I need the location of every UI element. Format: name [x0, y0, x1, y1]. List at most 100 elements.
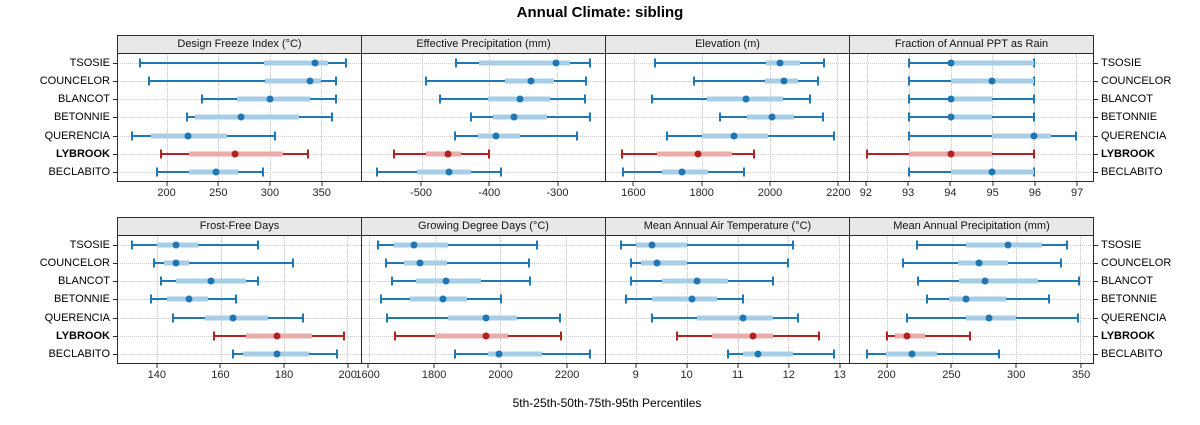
- percentile-row-tsosie: [113, 236, 361, 254]
- row-label-councelor: COUNCELOR: [1101, 75, 1172, 88]
- row-label-lybrook: LYBROOK: [56, 147, 110, 160]
- whisker-end-cap: [653, 58, 656, 68]
- whisker-end-cap: [753, 149, 756, 159]
- axis-tick-label: 350: [312, 187, 331, 199]
- percentile-row-councelor: [606, 254, 849, 272]
- median-dot: [962, 295, 970, 303]
- row-label-beclabito: BECLABITO: [1101, 165, 1163, 178]
- whisker-5th-95th: [654, 62, 824, 65]
- band-25th-75th: [742, 351, 794, 357]
- median-dot: [730, 132, 738, 140]
- band-25th-75th: [641, 260, 687, 266]
- percentile-row-councelor: [362, 254, 605, 272]
- axis-tick-label: 96: [1028, 187, 1041, 199]
- row-labels-right-bottom: TSOSIE COUNCELOR BLANCOT BETONNIE QUERENCIA L…: [1094, 217, 1197, 363]
- band-25th-75th: [492, 114, 547, 120]
- percentile-row-tsosie: [362, 236, 605, 254]
- band-25th-75th: [416, 169, 471, 175]
- whisker-end-cap: [817, 76, 820, 86]
- whisker-end-cap: [1077, 276, 1080, 286]
- whisker-end-cap: [425, 76, 428, 86]
- whisker-end-cap: [257, 240, 260, 250]
- x-axis-effective-precipitation-mm: -500 -400 -300: [361, 182, 606, 207]
- row-axis-tick: [113, 135, 117, 137]
- whisker-end-cap: [384, 258, 387, 268]
- row-axis-tick: [113, 299, 117, 301]
- axis-tick-mark: [156, 364, 158, 368]
- band-25th-75th: [959, 278, 1038, 284]
- axis-tick-label: 300: [260, 187, 280, 199]
- panel-effective-precipitation-mm: Effective Precipitation (mm) -500 -400 -300: [361, 35, 606, 207]
- whisker-end-cap: [1033, 167, 1036, 177]
- percentile-row-querencia: [850, 127, 1098, 145]
- panels-top: Design Freeze Index (°C) 200 250 300 350 Effe…: [113, 35, 1098, 207]
- whisker-end-cap: [201, 94, 204, 104]
- percentile-row-blancot: [362, 90, 605, 108]
- median-dot: [653, 259, 661, 267]
- percentile-row-beclabito: [113, 163, 361, 181]
- axis-tick-mark: [635, 364, 637, 368]
- panel-title: Design Freeze Index (°C): [117, 35, 362, 54]
- axis-tick-label: 250: [942, 369, 961, 381]
- axis-tick-label: 140: [147, 369, 166, 381]
- axis-tick-label: 200: [157, 187, 176, 199]
- panel-growing-degree-days-c: Growing Degree Days (°C) 1600 1800 2000 2200: [355, 217, 606, 389]
- whisker-end-cap: [589, 112, 592, 122]
- panel-row-top: TSOSIE COUNCELOR BLANCOT BETONNIE QUERENCIA L…: [0, 35, 1200, 207]
- row-axis-tick: [1094, 63, 1098, 65]
- row-label-councelor: COUNCELOR: [39, 75, 110, 88]
- axis-tick-mark: [488, 182, 490, 186]
- percentile-legend-text: 5th-25th-50th-75th-95th Percentiles: [512, 396, 702, 410]
- median-dot: [185, 295, 193, 303]
- band-25th-75th: [992, 133, 1052, 139]
- whisker-end-cap: [499, 167, 502, 177]
- median-dot: [776, 59, 784, 67]
- whisker-end-cap: [232, 349, 235, 359]
- whisker-end-cap: [1033, 76, 1036, 86]
- whisker-end-cap: [469, 112, 472, 122]
- band-25th-75th: [194, 114, 300, 120]
- panel-title: Frost-Free Days: [117, 217, 362, 236]
- percentile-row-blancot: [362, 272, 605, 290]
- median-dot: [306, 77, 314, 85]
- percentile-row-councelor: [113, 72, 361, 90]
- axis-tick-label: 1800: [421, 369, 447, 381]
- panel-title: Elevation (m): [605, 35, 850, 54]
- median-dot: [694, 150, 701, 158]
- percentile-row-querencia: [606, 309, 849, 327]
- row-axis-tick: [1094, 153, 1098, 155]
- whisker-end-cap: [335, 94, 338, 104]
- whisker-end-cap: [907, 112, 910, 122]
- x-axis-fraction-of-annual-ppt-as-rain: 92 93 94 95 96 97: [849, 182, 1094, 207]
- row-axis-tick: [1094, 135, 1098, 137]
- row-label-blancot: BLANCOT: [1101, 93, 1153, 106]
- whisker-end-cap: [147, 76, 150, 86]
- whisker-end-cap: [160, 149, 163, 159]
- band-25th-75th: [636, 242, 687, 248]
- percentile-row-betonnie: [113, 108, 361, 126]
- whisker-end-cap: [650, 94, 653, 104]
- median-dot: [1004, 241, 1012, 249]
- whisker-end-cap: [666, 131, 669, 141]
- whisker-5th-95th: [154, 262, 294, 265]
- percentile-row-blancot: [850, 90, 1098, 108]
- median-dot: [273, 350, 281, 358]
- whisker-end-cap: [261, 167, 264, 177]
- whisker-end-cap: [1048, 294, 1051, 304]
- band-25th-75th: [712, 333, 774, 339]
- whisker-end-cap: [817, 331, 820, 341]
- percentile-row-blancot: [850, 272, 1098, 290]
- row-label-tsosie: TSOSIE: [69, 57, 110, 69]
- axis-tick-mark: [839, 364, 841, 368]
- row-axis-tick: [113, 99, 117, 101]
- whisker-end-cap: [558, 313, 561, 323]
- percentile-row-tsosie: [850, 54, 1098, 72]
- x-axis-mean-annual-air-temperature-c: 9 10 11 12 13: [605, 364, 850, 389]
- band-25th-75th: [950, 96, 993, 102]
- median-dot: [1030, 132, 1038, 140]
- row-label-councelor: COUNCELOR: [1101, 257, 1172, 270]
- whisker-end-cap: [1076, 313, 1079, 323]
- percentile-row-tsosie: [113, 54, 361, 72]
- band-25th-75th: [651, 296, 718, 302]
- row-axis-tick: [1094, 353, 1098, 355]
